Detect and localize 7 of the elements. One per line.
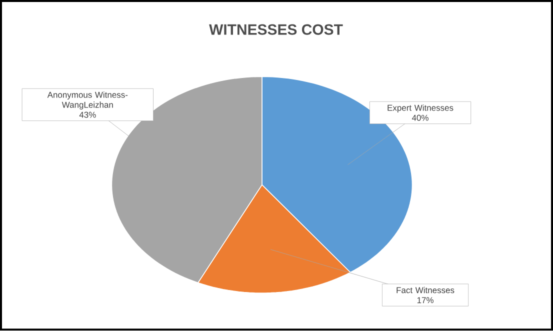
slice-label: Expert Witnesses <box>388 104 454 113</box>
data-label: 43% <box>79 112 96 118</box>
slice-label: Fact Witnesses <box>396 287 454 294</box>
data-label: 17% <box>417 297 434 304</box>
slice-label: Anonymous Witness-WangLeizhan <box>47 92 128 110</box>
data-label: 40% <box>412 115 428 121</box>
chart-title: WITNESSES COST <box>209 24 343 36</box>
